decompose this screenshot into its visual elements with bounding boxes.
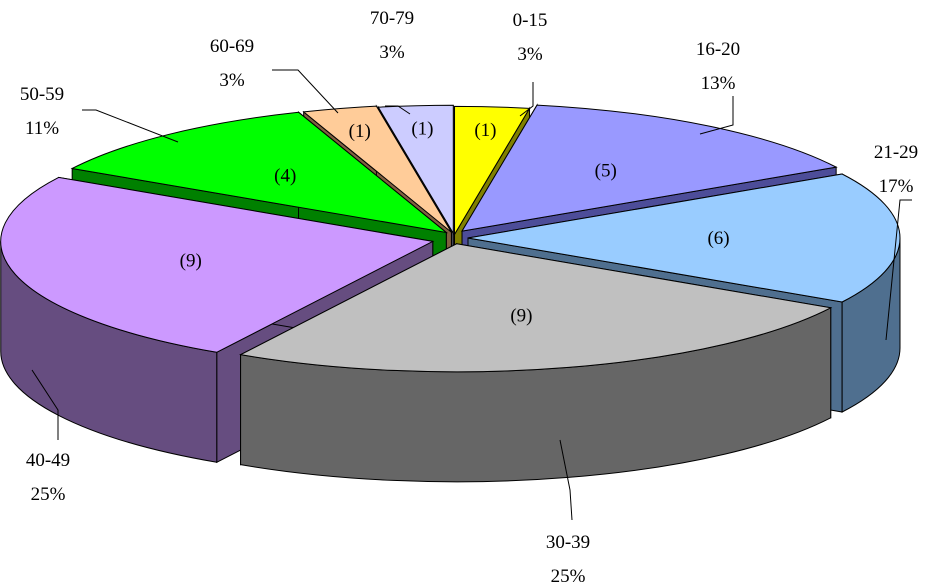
slice-category-label: 60-69 [210,36,254,57]
slice-count-label: (5) [595,160,617,181]
slice-count-label: (6) [707,228,729,249]
slice-category-label: 21-29 [874,142,918,163]
slice-count-label: (4) [274,166,296,187]
slice-category-label: 70-79 [370,8,414,29]
slice-top-70-79 [377,104,454,236]
slice-count-label: (1) [411,119,433,140]
leader-line [699,96,734,135]
slice-top-40-49 [0,176,435,353]
slice-percent-label: 3% [219,70,245,91]
slice-percent-label: 17% [879,176,914,197]
leader-line [82,109,179,143]
slice-percent-label: 13% [701,73,736,94]
slice-top-21-29 [467,173,901,303]
slice-count-label: (9) [510,306,532,327]
slice-percent-label: 11% [25,118,59,139]
leader-line [519,82,534,117]
slice-count-label: (9) [180,251,202,272]
slice-top-60-69 [302,105,452,233]
slice-percent-label: 3% [379,42,405,63]
slice-category-label: 30-39 [546,532,590,553]
slice-category-label: 40-49 [26,450,70,471]
leader-line [272,69,339,114]
slice-category-label: 50-59 [20,84,64,105]
slice-category-label: 0-15 [513,10,548,31]
leader-line [885,199,912,341]
slice-category-label: 16-20 [696,39,740,60]
slice-top-50-59 [70,111,449,234]
slice-percent-label: 25% [31,484,66,505]
slice-top-30-39 [239,243,833,373]
leader-line [559,439,573,521]
slice-count-label: (1) [349,121,371,142]
leader-line [31,369,59,440]
slice-top-16-20 [461,104,838,232]
slice-count-label: (1) [474,120,496,141]
slice-percent-label: 25% [551,566,586,586]
slice-percent-label: 3% [517,44,543,65]
leader-line [385,105,411,115]
